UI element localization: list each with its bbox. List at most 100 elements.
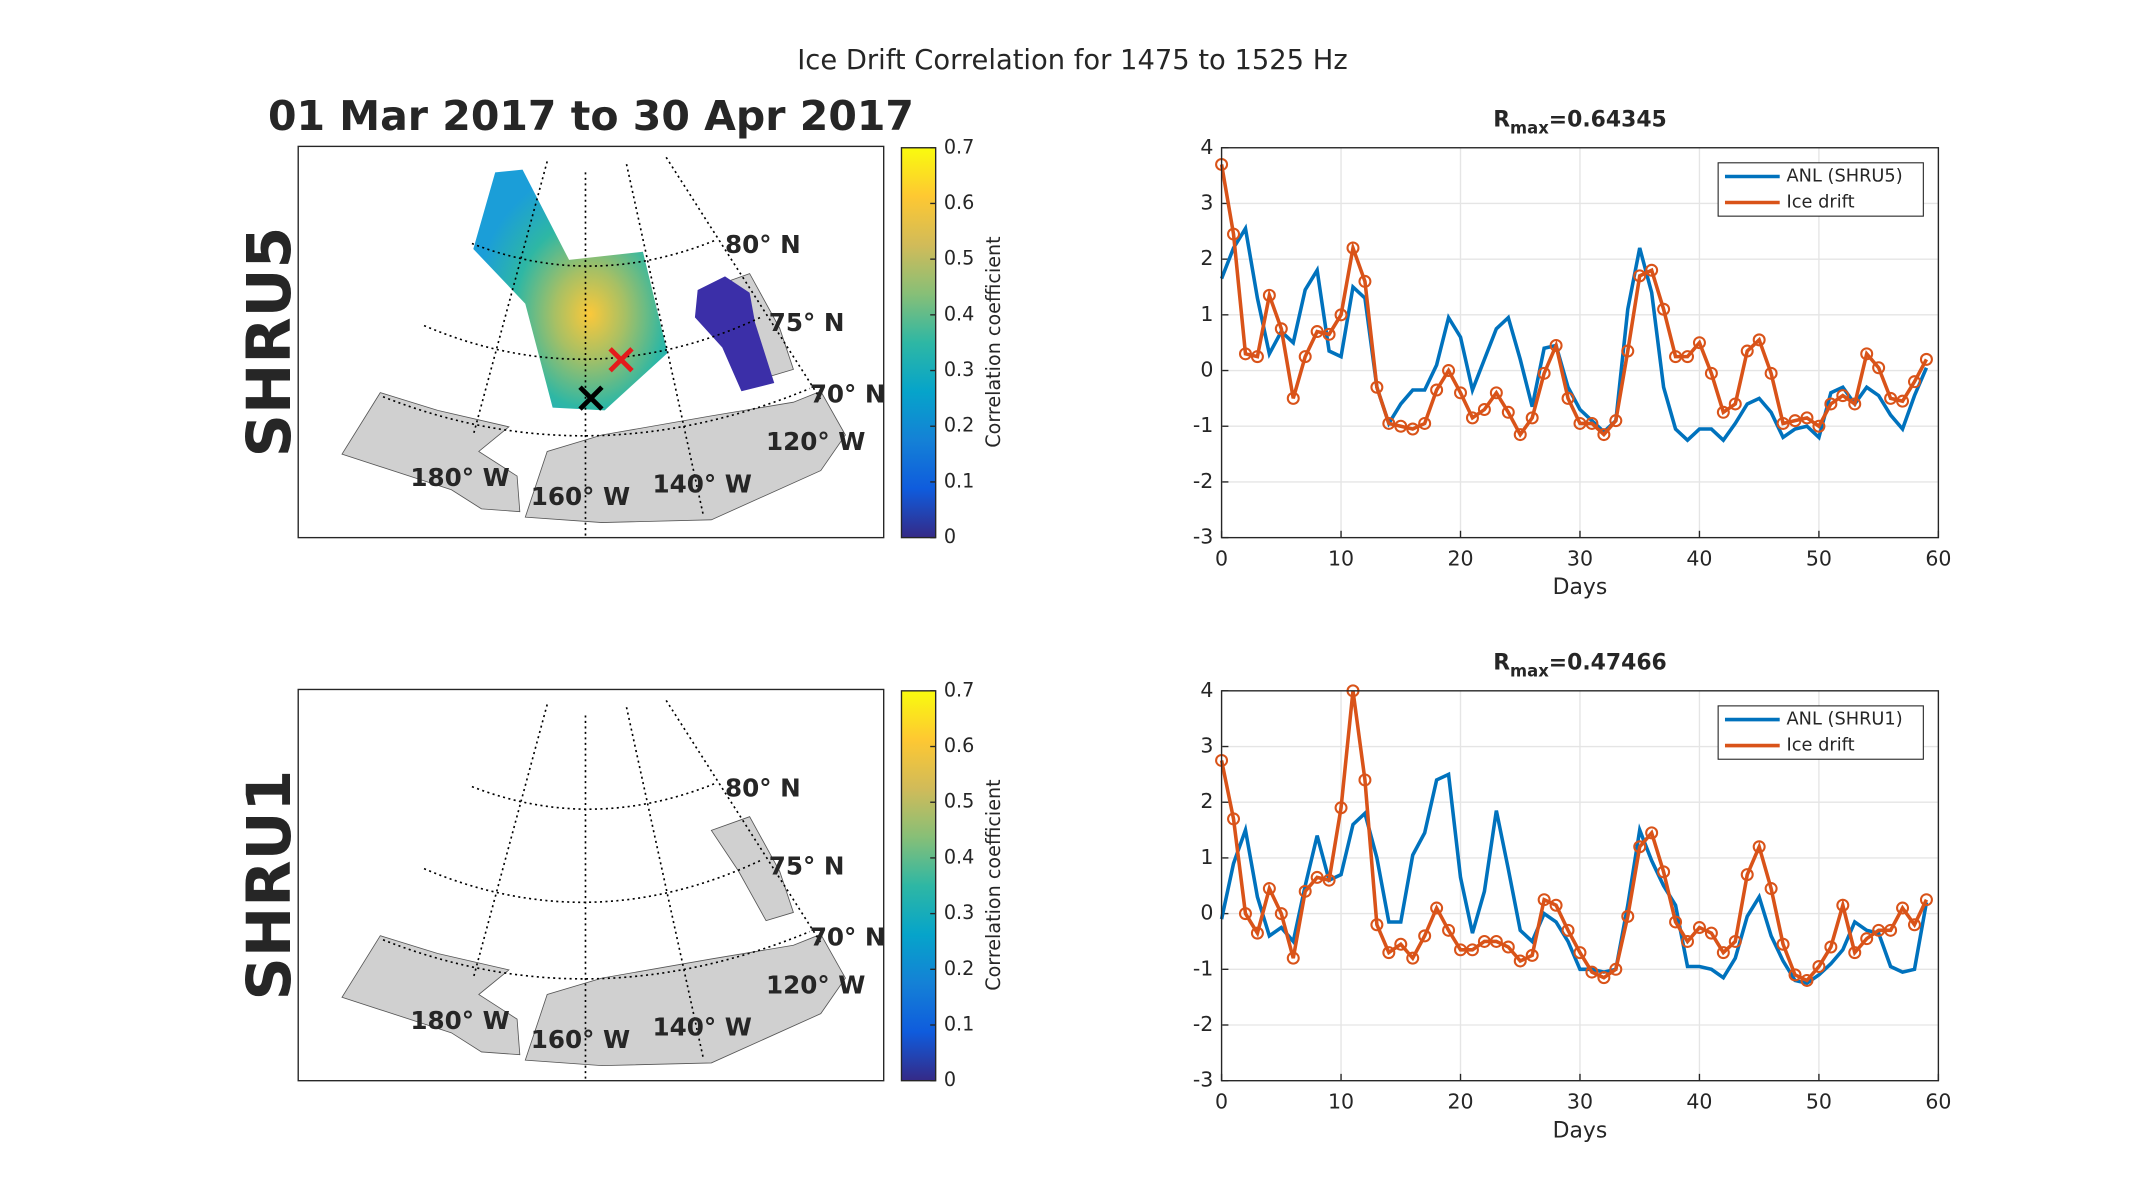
point bbox=[1406, 422, 1420, 436]
point bbox=[1657, 302, 1671, 316]
meridian-label: 120° W bbox=[766, 427, 865, 456]
point bbox=[1489, 934, 1503, 948]
point bbox=[1633, 840, 1647, 854]
x-tick-label: 50 bbox=[1806, 547, 1832, 571]
point bbox=[1382, 946, 1396, 960]
point bbox=[1764, 366, 1778, 380]
x-tick-label: 20 bbox=[1447, 547, 1473, 571]
point bbox=[1728, 934, 1742, 948]
point bbox=[1884, 923, 1898, 937]
point bbox=[1501, 940, 1515, 954]
point bbox=[1549, 898, 1563, 912]
parallel-label: 80° N bbox=[725, 773, 801, 802]
point bbox=[1752, 840, 1766, 854]
y-tick-label: -3 bbox=[1193, 1068, 1213, 1092]
point bbox=[1907, 375, 1921, 389]
point bbox=[1919, 893, 1933, 907]
chart-title: Rmax=0.47466 bbox=[1493, 650, 1667, 680]
point bbox=[1322, 873, 1336, 887]
x-tick-label: 0 bbox=[1215, 547, 1228, 571]
point bbox=[1621, 344, 1635, 358]
land bbox=[341, 935, 521, 1056]
point bbox=[1513, 954, 1527, 968]
y-tick-label: -2 bbox=[1193, 1012, 1213, 1036]
series-line bbox=[1219, 690, 1929, 983]
point bbox=[1919, 352, 1933, 366]
legend-label: ANL (SHRU1) bbox=[1787, 709, 1903, 730]
x-tick-label: 10 bbox=[1328, 1090, 1354, 1114]
colorbar-tick-label: 0.2 bbox=[944, 414, 974, 437]
colorbar-tick-label: 0 bbox=[944, 525, 956, 548]
point bbox=[1394, 419, 1408, 433]
point bbox=[1334, 308, 1348, 322]
axes-box bbox=[1220, 690, 1940, 1082]
parallel-label: 75° N bbox=[769, 308, 845, 337]
colorbar bbox=[900, 147, 937, 539]
chart-title-part: max bbox=[1510, 118, 1549, 137]
point bbox=[1836, 898, 1850, 912]
colorbar bbox=[900, 690, 937, 1082]
y-tick-label: 1 bbox=[1200, 845, 1213, 869]
series-line bbox=[1219, 164, 1929, 438]
point bbox=[1669, 915, 1683, 929]
colorbar-tick-label: 0.7 bbox=[944, 135, 974, 158]
colorbar-tick-label: 0.6 bbox=[944, 191, 974, 214]
point bbox=[1430, 383, 1444, 397]
y-tick-label: 3 bbox=[1200, 734, 1213, 758]
point bbox=[1477, 403, 1491, 417]
heat-patch bbox=[473, 169, 668, 411]
colorbar-tick-label: 0.4 bbox=[944, 302, 974, 325]
colorbar-tick-label: 0.3 bbox=[944, 358, 974, 381]
point bbox=[1848, 946, 1862, 960]
y-tick-label: -1 bbox=[1193, 413, 1213, 437]
point bbox=[1681, 350, 1694, 364]
point bbox=[1609, 962, 1623, 976]
x-tick-label: 60 bbox=[1925, 1090, 1951, 1114]
point bbox=[1549, 338, 1563, 352]
point bbox=[1537, 366, 1551, 380]
point bbox=[1704, 366, 1718, 380]
point bbox=[1442, 923, 1456, 937]
colorbar-tick-label: 0.7 bbox=[944, 678, 974, 701]
point bbox=[1728, 397, 1742, 411]
x-tick-label: 10 bbox=[1328, 547, 1354, 571]
point bbox=[1752, 333, 1766, 347]
point bbox=[1896, 901, 1910, 915]
y-tick-label: 3 bbox=[1200, 190, 1213, 214]
point bbox=[1250, 926, 1264, 940]
colorbar-tick-label: 0 bbox=[944, 1068, 956, 1091]
legend bbox=[1717, 162, 1924, 217]
meridian-label: 140° W bbox=[653, 1013, 752, 1042]
colorbar-tick-label: 0.1 bbox=[944, 469, 974, 492]
graticule bbox=[665, 156, 822, 400]
point bbox=[1740, 868, 1754, 882]
x-axis-label: Days bbox=[1553, 575, 1608, 600]
y-tick-label: 4 bbox=[1200, 678, 1213, 702]
point bbox=[1740, 344, 1754, 358]
point bbox=[1525, 411, 1539, 425]
point bbox=[1489, 386, 1503, 400]
point bbox=[1776, 937, 1790, 951]
point bbox=[1250, 350, 1264, 364]
axes-box bbox=[1220, 147, 1940, 539]
land bbox=[710, 816, 794, 922]
point bbox=[1800, 973, 1814, 987]
colorbar-tick-label: 0.5 bbox=[944, 790, 974, 813]
point bbox=[1298, 884, 1312, 898]
point bbox=[1238, 907, 1252, 921]
x-tick-label: 30 bbox=[1567, 1090, 1593, 1114]
point bbox=[1274, 907, 1288, 921]
x-tick-label: 40 bbox=[1686, 547, 1712, 571]
colorbar-tick-label: 0.4 bbox=[944, 845, 974, 868]
x-tick-label: 50 bbox=[1806, 1090, 1832, 1114]
land bbox=[524, 933, 846, 1067]
colorbar-label: Correlation coefficient bbox=[982, 779, 1005, 991]
meridian-label: 140° W bbox=[653, 470, 752, 499]
chart-title-part: =0.47466 bbox=[1549, 650, 1667, 675]
point bbox=[1346, 241, 1360, 255]
point bbox=[1907, 918, 1921, 932]
figure-title: Ice Drift Correlation for 1475 to 1525 H… bbox=[797, 45, 1347, 76]
graticule bbox=[665, 699, 822, 943]
map: 80° N 75° N 70° N 180° W 160° W 140° W 120° W S… bbox=[235, 135, 1005, 548]
point bbox=[1370, 380, 1384, 394]
